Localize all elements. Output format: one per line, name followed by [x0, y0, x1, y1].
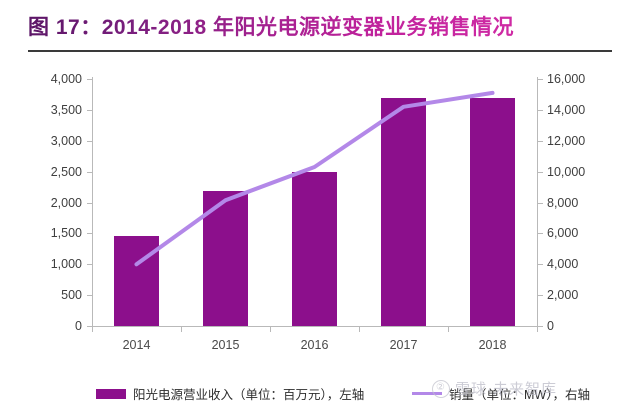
bar-2016	[292, 171, 337, 326]
y-axis-right-tick	[538, 79, 543, 80]
y-axis-left-line	[92, 77, 93, 327]
y-axis-left-tick-label: 3,500	[50, 102, 82, 117]
legend-swatch-bar-icon	[96, 388, 126, 399]
y-axis-left-tick-label: 4,000	[50, 72, 82, 86]
y-axis-right-tick-label: 14,000	[547, 102, 586, 117]
figure-title-bar: 图 17：2014-2018 年阳光电源逆变器业务销售情况	[0, 0, 640, 58]
chart-canvas: 0 500 1,000 1,500 2,000 2,500 3,000 3,500 4,000 …	[0, 58, 640, 418]
legend-label-revenue: 阳光电源营业收入（单位：百万元），左轴	[133, 388, 365, 402]
sales-volume-line	[134, 90, 495, 267]
y-axis-right-tick-label: 2,000	[547, 288, 579, 303]
x-axis-tick	[270, 327, 271, 332]
x-axis-tick	[181, 327, 182, 332]
y-axis-right-tick-label: 0	[547, 319, 554, 333]
y-axis-right-tick	[538, 233, 543, 235]
y-axis-left-tick-label: 2,000	[50, 195, 82, 210]
legend-swatch-line-icon	[412, 392, 442, 395]
y-axis-right-tick-label: 10,000	[547, 164, 586, 179]
x-axis-tick	[359, 327, 360, 332]
y-axis-right-tick-label: 12,000	[547, 133, 586, 148]
y-axis-left-tick-label: 1,000	[50, 257, 82, 272]
y-axis-left-tick-label: 1,500	[50, 226, 82, 241]
y-axis-left-tick	[87, 264, 92, 266]
y-axis-right-tick-label: 8,000	[547, 195, 579, 210]
y-axis-left-tick-label: 500	[61, 288, 82, 303]
y-axis-right-line	[537, 77, 538, 327]
y-axis-left-tick	[87, 171, 92, 173]
legend-item-volume: 销量（单位：MW），右轴	[412, 384, 590, 403]
y-axis-right-tick	[538, 202, 543, 204]
x-axis-tick-label: 2014	[122, 338, 151, 352]
page-title: 图 17：2014-2018 年阳光电源逆变器业务销售情况	[28, 11, 514, 41]
y-axis-right-tick	[538, 140, 543, 142]
y-axis-right-tick	[538, 295, 543, 297]
y-axis-right-tick	[538, 264, 543, 266]
x-axis-tick	[448, 327, 449, 332]
chart-legend: 阳光电源营业收入（单位：百万元），左轴 销量（单位：MW），右轴	[0, 382, 640, 412]
y-axis-left-tick	[87, 326, 92, 327]
x-axis-tick-label: 2017	[389, 338, 418, 352]
bar-2015	[203, 191, 248, 326]
y-axis-left-tick-label: 3,000	[50, 133, 82, 148]
y-axis-left-tick	[87, 109, 92, 111]
bar-2017	[381, 97, 426, 326]
y-axis-left-tick	[87, 233, 92, 235]
y-axis-right-tick	[538, 326, 543, 327]
y-axis-left-tick	[87, 202, 92, 204]
x-axis-line	[92, 326, 538, 327]
x-axis-tick	[92, 327, 93, 332]
title-divider	[28, 50, 612, 52]
y-axis-right-tick-label: 16,000	[547, 72, 586, 86]
y-axis-left-tick-label: 0	[75, 319, 82, 333]
x-axis-tick-label: 2015	[211, 338, 240, 352]
y-axis-left-tick	[87, 140, 92, 142]
legend-item-revenue: 阳光电源营业收入（单位：百万元），左轴	[96, 384, 364, 403]
y-axis-left-tick-label: 2,500	[50, 164, 82, 179]
y-axis-left-tick	[87, 79, 92, 80]
y-axis-right-tick	[538, 171, 543, 173]
x-axis-tick-label: 2016	[300, 338, 329, 352]
legend-label-volume: 销量（单位：MW），右轴	[449, 388, 590, 402]
y-axis-right-tick	[538, 109, 543, 111]
plot-area	[92, 79, 537, 326]
y-axis-left-tick	[87, 295, 92, 297]
line-series-layer	[134, 90, 495, 267]
x-axis-tick-label: 2018	[478, 338, 507, 352]
y-axis-right-tick-label: 4,000	[547, 257, 579, 272]
bar-2018	[470, 98, 515, 326]
y-axis-right-tick-label: 6,000	[547, 226, 579, 241]
x-axis-tick	[537, 327, 538, 332]
